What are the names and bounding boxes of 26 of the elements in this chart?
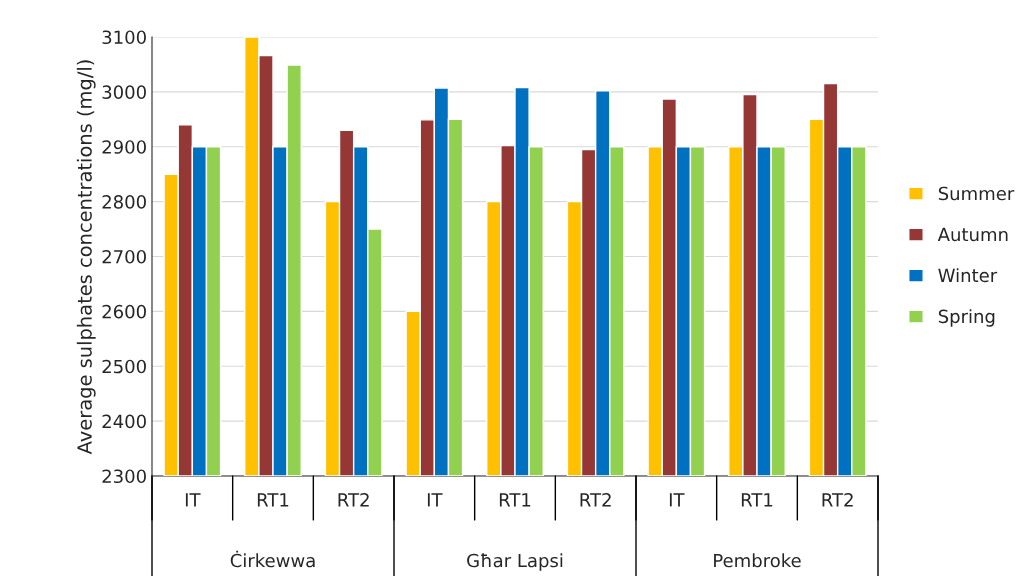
x-tick-label: RT1: [741, 493, 773, 507]
y-tick-label: 2400: [102, 414, 146, 429]
x-tick-label: IT: [669, 493, 685, 507]
x-tick-label: RT1: [257, 493, 289, 507]
y-tick-label: 2800: [102, 195, 146, 209]
x-tick-label: IT: [427, 493, 443, 507]
x-tick-label: RT2: [338, 492, 369, 507]
text: Ċirkewwa: [230, 550, 315, 568]
y-tick-label: 3100: [102, 30, 146, 45]
y-tick-label: 3000: [102, 85, 146, 99]
y-tick-label: 2700: [102, 249, 146, 264]
legend-label: Summer: [938, 186, 1015, 201]
text: Għar Lapsi: [467, 553, 563, 571]
x-tick-label: RT1: [499, 493, 531, 507]
y-tick-label: 2300: [102, 469, 146, 484]
legend-label: Autumn: [937, 227, 1008, 242]
x-tick-label: RT2: [822, 492, 853, 507]
y-tick-label: 2900: [102, 140, 146, 154]
legend-label: Spring: [938, 309, 995, 327]
text: Pembroke: [714, 553, 801, 568]
legend-label: Winter: [938, 268, 998, 283]
y-axis-title: Average sulphates concentrations (mg/l): [76, 60, 96, 455]
y-tick-label: 2500: [102, 359, 146, 374]
x-tick-label: IT: [185, 493, 201, 507]
y-tick-label: 2600: [102, 304, 146, 319]
x-tick-label: RT2: [580, 492, 611, 507]
